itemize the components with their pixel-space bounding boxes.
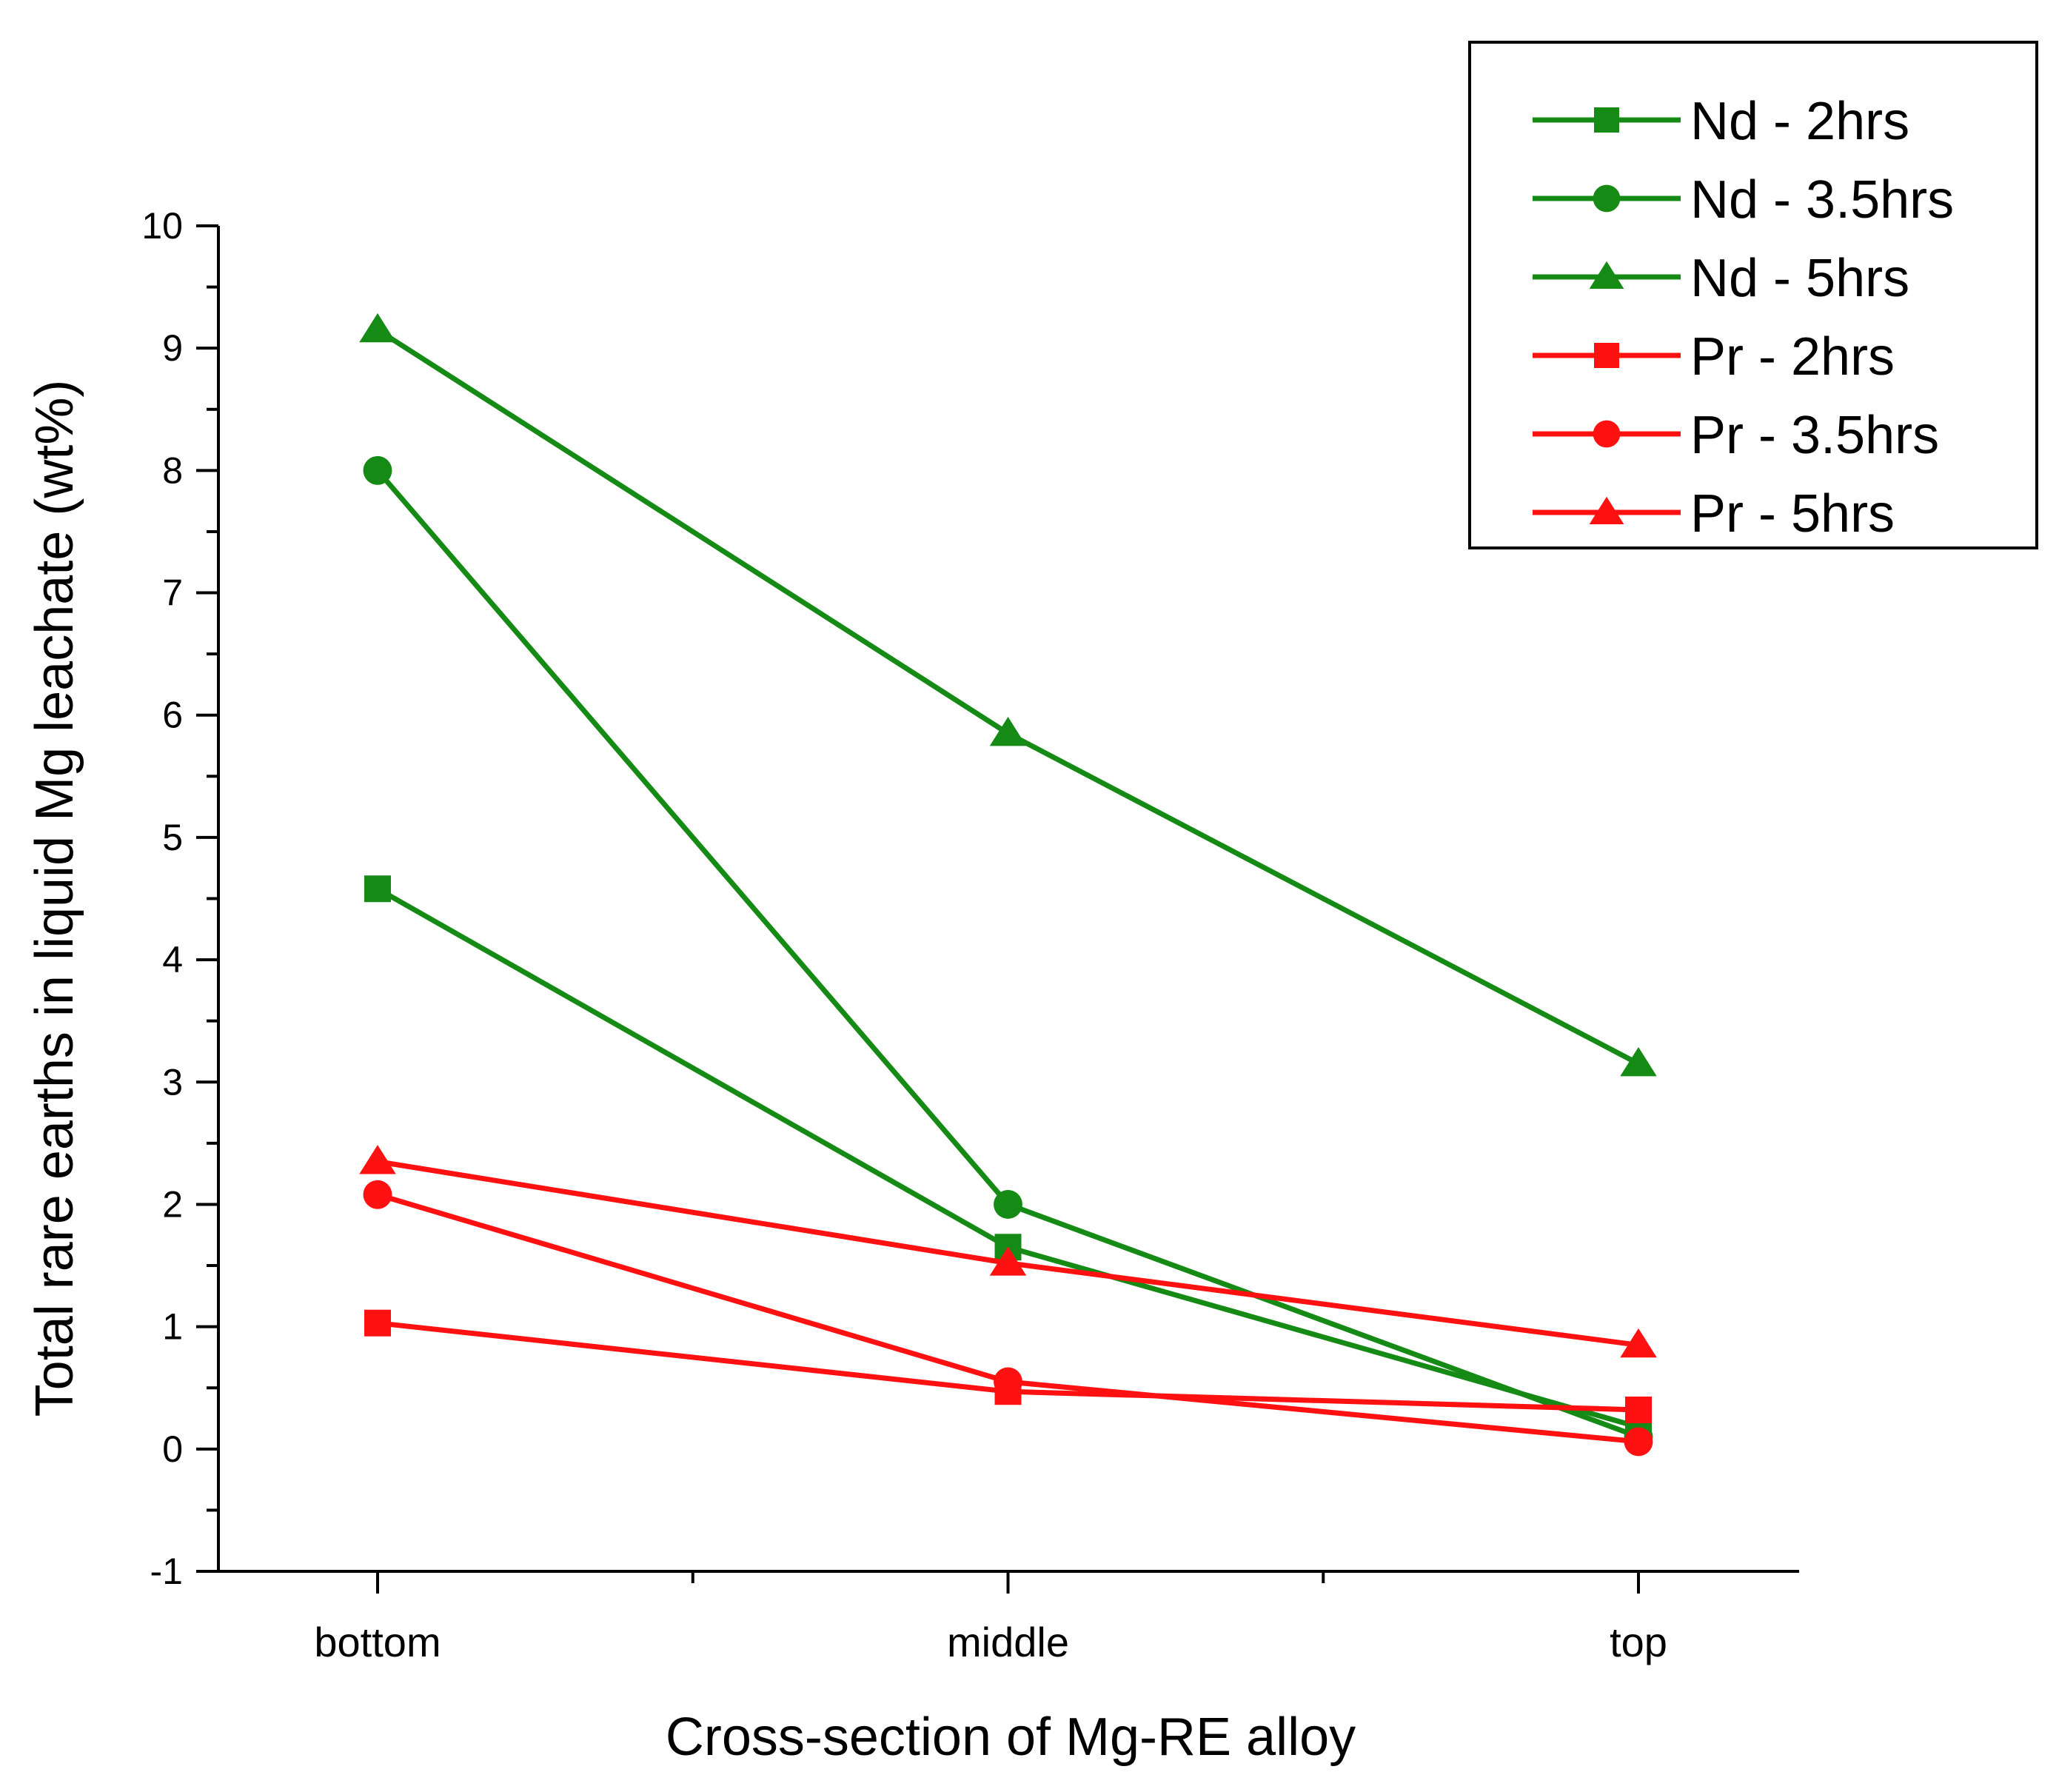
legend-label: Nd - 5hrs (1690, 249, 1909, 308)
y-tick-label: 4 (162, 939, 183, 980)
y-tick-label: 10 (141, 205, 183, 247)
legend-swatch-marker (1594, 343, 1619, 368)
legend-swatch-marker (1589, 261, 1624, 289)
series-3 (359, 312, 1657, 1077)
data-point (359, 1145, 396, 1174)
data-point (1620, 1328, 1657, 1358)
x-tick-label: bottom (314, 1619, 441, 1665)
y-tick-label: 1 (162, 1306, 183, 1348)
data-point (1620, 1046, 1657, 1077)
legend-label: Nd - 3.5hrs (1690, 170, 1954, 230)
data-point (363, 455, 392, 485)
legend: Nd - 2hrs Nd - 3.5hrs Nd - 5hrs Pr - 2hrs Pr… (1468, 41, 2038, 549)
y-tick-label: -1 (150, 1551, 183, 1592)
legend-item: Nd - 2hrs (1533, 92, 1909, 151)
series-line (376, 327, 1640, 1066)
y-tick-label: 6 (162, 695, 183, 736)
legend-swatch-marker (1594, 107, 1619, 133)
series-4 (364, 1309, 1652, 1423)
data-point (994, 1367, 1022, 1397)
y-tick-label: 8 (162, 449, 183, 491)
y-tick-label: 5 (162, 817, 183, 858)
y-axis-title: Total rare earths in liquid Mg leachate … (25, 380, 84, 1417)
legend-item: Nd - 5hrs (1533, 249, 1909, 308)
series-5 (363, 1180, 1653, 1457)
x-tick-label: top (1610, 1619, 1667, 1665)
legend-swatch-marker (1589, 496, 1624, 524)
legend-item: Pr - 2hrs (1533, 327, 1895, 387)
y-tick-label: 9 (162, 327, 183, 369)
data-point (994, 1190, 1022, 1219)
data-point (1624, 1427, 1653, 1457)
legend-item: Nd - 3.5hrs (1533, 170, 1954, 230)
axes: -1 0 1 2 3 4 5 6 7 8 9 10 bottom middle top (141, 205, 1799, 1665)
series-1 (364, 875, 1652, 1441)
data-point (364, 1309, 391, 1337)
legend-box (1468, 41, 2038, 549)
y-tick-label: 7 (162, 572, 183, 614)
series-2 (363, 455, 1653, 1451)
legend-label: Pr - 3.5hrs (1690, 406, 1939, 465)
y-tick-label: 3 (162, 1061, 183, 1103)
legend-label: Nd - 2hrs (1690, 92, 1909, 151)
data-point (1625, 1396, 1652, 1423)
series-layer (359, 312, 1657, 1457)
x-tick-label: middle (947, 1619, 1069, 1665)
series-line (376, 886, 1639, 1430)
y-tick-label: 2 (162, 1183, 183, 1225)
legend-label: Pr - 5hrs (1690, 484, 1895, 544)
y-tick-label: 0 (162, 1428, 183, 1470)
data-point (989, 1246, 1027, 1276)
legend-swatch-marker (1593, 184, 1621, 213)
data-point (363, 1180, 392, 1209)
legend-swatch-marker (1593, 420, 1621, 448)
data-point (359, 312, 396, 343)
series-line (375, 469, 1640, 1440)
series-6 (359, 1145, 1657, 1358)
legend-item: Pr - 3.5hrs (1533, 406, 1939, 465)
data-point (989, 717, 1027, 746)
legend-item: Pr - 5hrs (1533, 484, 1895, 544)
x-axis-title: Cross-section of Mg-RE alloy (666, 1708, 1356, 1767)
legend-label: Pr - 2hrs (1690, 327, 1895, 387)
data-point (364, 875, 391, 903)
